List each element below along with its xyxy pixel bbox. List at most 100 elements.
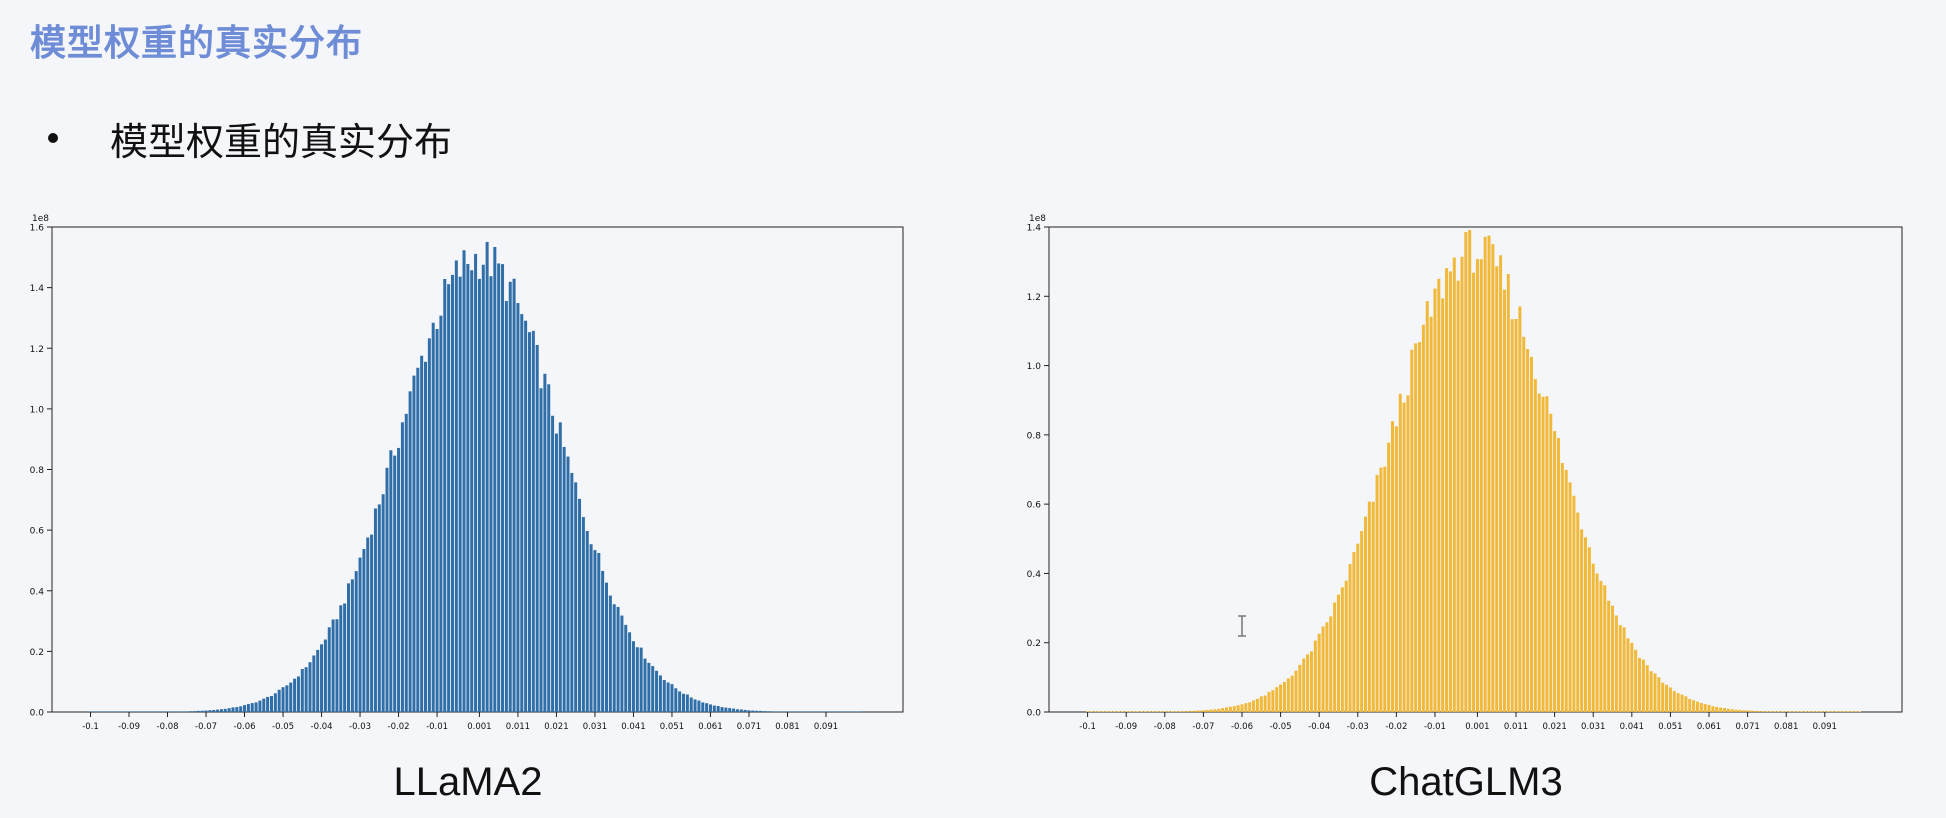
- histogram-bar: [1599, 580, 1603, 712]
- y-tick-label: 1.0: [1027, 362, 1042, 372]
- histogram-bar: [216, 709, 220, 712]
- histogram-bar: [1282, 681, 1286, 712]
- x-tick-label: 0.041: [621, 722, 645, 732]
- y-tick-label: 1.6: [30, 224, 45, 234]
- histogram-bar: [1537, 393, 1541, 712]
- x-tick-label: 0.011: [1504, 722, 1528, 732]
- histogram-bar: [277, 689, 281, 712]
- bullet-text: 模型权重的真实分布: [110, 119, 453, 164]
- histogram-bar: [601, 570, 605, 712]
- histogram-bar: [458, 276, 462, 712]
- histogram-bar: [1769, 711, 1773, 712]
- x-tick-label: 0.071: [1735, 722, 1759, 732]
- histogram-bar: [1858, 711, 1862, 712]
- histogram-bar: [1614, 615, 1618, 712]
- histogram-bar: [1811, 711, 1815, 712]
- histogram-bar: [1499, 255, 1503, 713]
- histogram-bar: [269, 696, 273, 712]
- histogram-bar: [1692, 700, 1696, 712]
- histogram-bar: [1645, 665, 1649, 712]
- histogram-bar: [92, 711, 96, 712]
- histogram-bar: [1784, 711, 1788, 712]
- histogram-bar: [597, 553, 601, 712]
- x-tick-label: -0.06: [1231, 722, 1253, 732]
- x-tick-label: -0.07: [1192, 722, 1214, 732]
- histogram-bar: [1518, 306, 1522, 712]
- histogram-bar: [350, 579, 354, 712]
- histogram-bar: [354, 571, 358, 712]
- histogram-bar: [296, 676, 300, 712]
- x-tick-label: -0.04: [311, 722, 333, 732]
- histogram-bar: [477, 278, 481, 712]
- histogram-bar: [1225, 707, 1229, 712]
- histogram-bar: [1661, 682, 1665, 712]
- histogram-bar: [1105, 711, 1109, 712]
- histogram-bar: [651, 666, 655, 712]
- histogram-bar: [1464, 232, 1468, 712]
- histogram-bar: [1649, 671, 1653, 712]
- histogram-bar: [1143, 711, 1147, 712]
- histogram-bar: [843, 711, 847, 712]
- histogram-bar: [435, 328, 439, 712]
- histogram-bar: [146, 711, 150, 712]
- histogram-bar: [1174, 711, 1178, 712]
- histogram-bar: [1742, 710, 1746, 712]
- histogram-bar: [1201, 710, 1205, 712]
- histogram-bar: [1356, 543, 1360, 712]
- histogram-bar: [755, 710, 759, 712]
- histogram-bar: [1726, 708, 1730, 712]
- x-tick-label: -0.08: [157, 722, 179, 732]
- histogram-bar: [408, 391, 412, 712]
- histogram-bar: [1564, 469, 1568, 712]
- histogram-bar: [335, 619, 339, 712]
- x-tick-label: 0.081: [1774, 722, 1798, 732]
- histogram-bar: [104, 711, 108, 712]
- histogram-bar: [1603, 585, 1607, 712]
- histogram-bar: [1510, 319, 1514, 712]
- histogram-bar: [801, 711, 805, 712]
- histogram-bar: [631, 641, 635, 712]
- x-tick-label: -0.1: [82, 722, 99, 732]
- y-tick-label: 0.2: [30, 648, 44, 658]
- histogram-bar: [1116, 711, 1120, 712]
- histogram-bar: [1329, 616, 1333, 712]
- x-tick-label: -0.06: [234, 722, 256, 732]
- x-tick-label: -0.09: [118, 722, 140, 732]
- histogram-bar: [231, 707, 235, 712]
- histogram-bar: [1668, 687, 1672, 712]
- x-tick-label: 0.021: [1542, 722, 1566, 732]
- histogram-bar: [812, 711, 816, 712]
- histogram-bar: [1113, 711, 1117, 712]
- histogram-bar: [1348, 564, 1352, 712]
- histogram-bar: [1363, 516, 1368, 712]
- histogram-bar: [1410, 349, 1414, 712]
- histogram-bar: [1147, 711, 1151, 712]
- histogram-bar: [1232, 706, 1236, 712]
- histogram-bar: [1151, 711, 1155, 712]
- histogram-bar: [547, 384, 551, 712]
- histogram-bar: [235, 707, 239, 712]
- histogram-bar: [1136, 711, 1140, 712]
- histogram-bar: [1101, 711, 1105, 712]
- histogram-bar: [1306, 654, 1310, 712]
- histogram-bar: [1275, 687, 1279, 712]
- histogram-bar: [1746, 710, 1750, 712]
- histogram-bar: [1854, 711, 1858, 712]
- histogram-bar: [1460, 256, 1464, 712]
- histogram-bar: [616, 606, 620, 712]
- histogram-bar: [1286, 678, 1290, 712]
- histogram-bar: [169, 711, 173, 712]
- histogram-bar: [520, 314, 524, 712]
- histogram-bar: [1279, 684, 1283, 712]
- x-tick-label: -0.01: [426, 722, 448, 732]
- histogram-bar: [1595, 573, 1599, 712]
- bullet-item: 模型权重的真实分布: [48, 108, 452, 168]
- histogram-bar: [1526, 349, 1530, 712]
- histogram-bar: [119, 711, 123, 712]
- histogram-bar: [739, 709, 743, 712]
- histogram-bar: [1394, 426, 1398, 712]
- histogram-bar: [1228, 706, 1232, 712]
- histogram-bar: [1719, 707, 1723, 712]
- histogram-bar: [320, 644, 324, 712]
- histogram-bar: [682, 693, 686, 712]
